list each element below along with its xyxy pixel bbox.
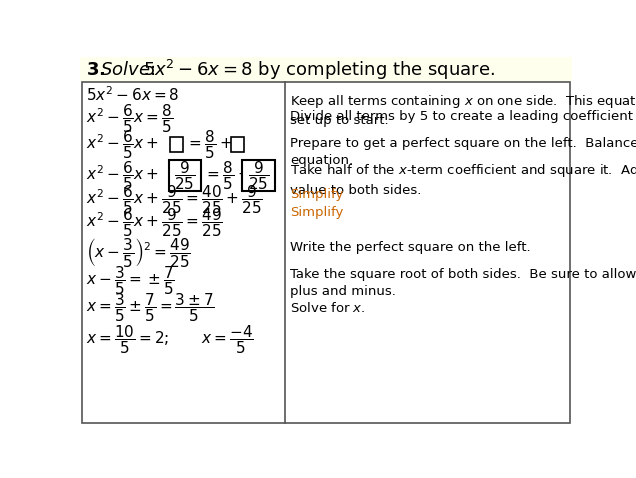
Text: $=\dfrac{8}{5}+$: $=\dfrac{8}{5}+$ <box>204 159 250 192</box>
Text: Simplify: Simplify <box>290 206 343 219</box>
Text: $x^{2}-\dfrac{6}{5}x+$: $x^{2}-\dfrac{6}{5}x+$ <box>86 128 158 161</box>
Text: $x-\dfrac{3}{5}=\pm\dfrac{7}{5}$: $x-\dfrac{3}{5}=\pm\dfrac{7}{5}$ <box>86 264 175 297</box>
Bar <box>231 137 244 152</box>
Text: $\left(x-\dfrac{3}{5}\right)^{2}=\dfrac{49}{25}$: $\left(x-\dfrac{3}{5}\right)^{2}=\dfrac{… <box>86 236 191 269</box>
Text: $5x^{2}-6x=8$ by completing the square.: $5x^{2}-6x=8$ by completing the square. <box>143 58 495 82</box>
Text: Simplify: Simplify <box>290 188 343 201</box>
Text: Prepare to get a perfect square on the left.  Balance the
equation.: Prepare to get a perfect square on the l… <box>290 137 636 167</box>
Text: Keep all terms containing $x$ on one side.  This equation is all
set up to start: Keep all terms containing $x$ on one sid… <box>290 93 636 127</box>
Text: $5x^{2}-6x=8$: $5x^{2}-6x=8$ <box>86 85 179 104</box>
Text: Take the square root of both sides.  Be sure to allow for both
plus and minus.: Take the square root of both sides. Be s… <box>290 268 636 298</box>
Text: $x=\dfrac{10}{5}=2; \qquad x=\dfrac{-4}{5}$: $x=\dfrac{10}{5}=2; \qquad x=\dfrac{-4}{… <box>86 323 254 356</box>
Text: Write the perfect square on the left.: Write the perfect square on the left. <box>290 240 531 254</box>
Text: $x^{2}-\dfrac{6}{5}x+\dfrac{9}{25}=\dfrac{40}{25}+\dfrac{9}{25}$: $x^{2}-\dfrac{6}{5}x+\dfrac{9}{25}=\dfra… <box>86 184 263 216</box>
Text: $\dfrac{9}{25}$: $\dfrac{9}{25}$ <box>174 159 196 192</box>
Text: $x^{2}-\dfrac{6}{5}x+\dfrac{9}{25}=\dfrac{49}{25}$: $x^{2}-\dfrac{6}{5}x+\dfrac{9}{25}=\dfra… <box>86 206 223 239</box>
Text: Take half of the $x$-term coefficient and square it.  Add this
value to both sid: Take half of the $x$-term coefficient an… <box>290 162 636 196</box>
Text: $\mathbf{3.}$: $\mathbf{3.}$ <box>86 61 105 79</box>
Text: Divide all terms by 5 to create a leading coefficient of one.: Divide all terms by 5 to create a leadin… <box>290 110 636 123</box>
Text: $x^{2}-\dfrac{6}{5}x=\dfrac{8}{5}$: $x^{2}-\dfrac{6}{5}x=\dfrac{8}{5}$ <box>86 103 173 135</box>
Text: $\dfrac{9}{25}$: $\dfrac{9}{25}$ <box>248 159 269 192</box>
Bar <box>170 137 183 152</box>
Bar <box>242 160 275 191</box>
Text: $\mathit{Solve}$:: $\mathit{Solve}$: <box>100 61 156 79</box>
Bar <box>80 57 572 81</box>
Text: Solve for $x$.: Solve for $x$. <box>290 301 366 315</box>
Text: $x=\dfrac{3}{5}\pm\dfrac{7}{5}=\dfrac{3\pm7}{5}$: $x=\dfrac{3}{5}\pm\dfrac{7}{5}=\dfrac{3\… <box>86 291 214 324</box>
Bar <box>169 160 201 191</box>
Text: $=\dfrac{8}{5}+$: $=\dfrac{8}{5}+$ <box>186 128 233 161</box>
Text: $x^{2}-\dfrac{6}{5}x+$: $x^{2}-\dfrac{6}{5}x+$ <box>86 159 158 192</box>
